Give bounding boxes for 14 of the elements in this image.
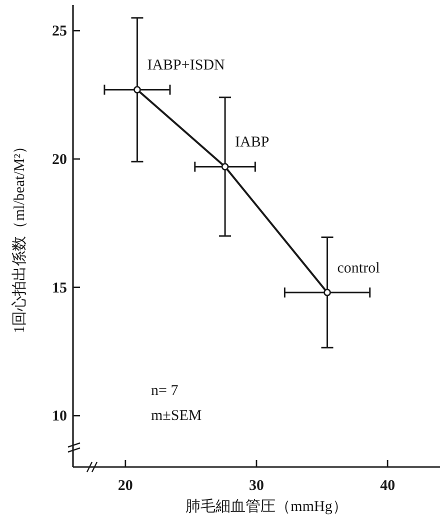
annotation: IABP+ISDN: [147, 58, 226, 74]
y-tick-label: 25: [52, 24, 67, 40]
annotation: n= 7: [151, 383, 179, 399]
annotation: m±SEM: [151, 408, 202, 424]
y-axis-title: 1回心拍出係数（ml/beat/M²）: [11, 138, 28, 334]
y-tick-label: 20: [52, 152, 67, 168]
x-axis-title: 肺毛細血管圧（mmHg）: [186, 498, 348, 515]
annotation: control: [337, 260, 380, 276]
y-tick-label: 15: [52, 280, 67, 296]
annotation: IABP: [235, 134, 270, 151]
x-tick-label: 40: [380, 478, 396, 494]
x-tick-label: 20: [118, 478, 133, 494]
x-tick-label: 30: [249, 478, 264, 494]
y-tick-label: 10: [52, 408, 67, 425]
